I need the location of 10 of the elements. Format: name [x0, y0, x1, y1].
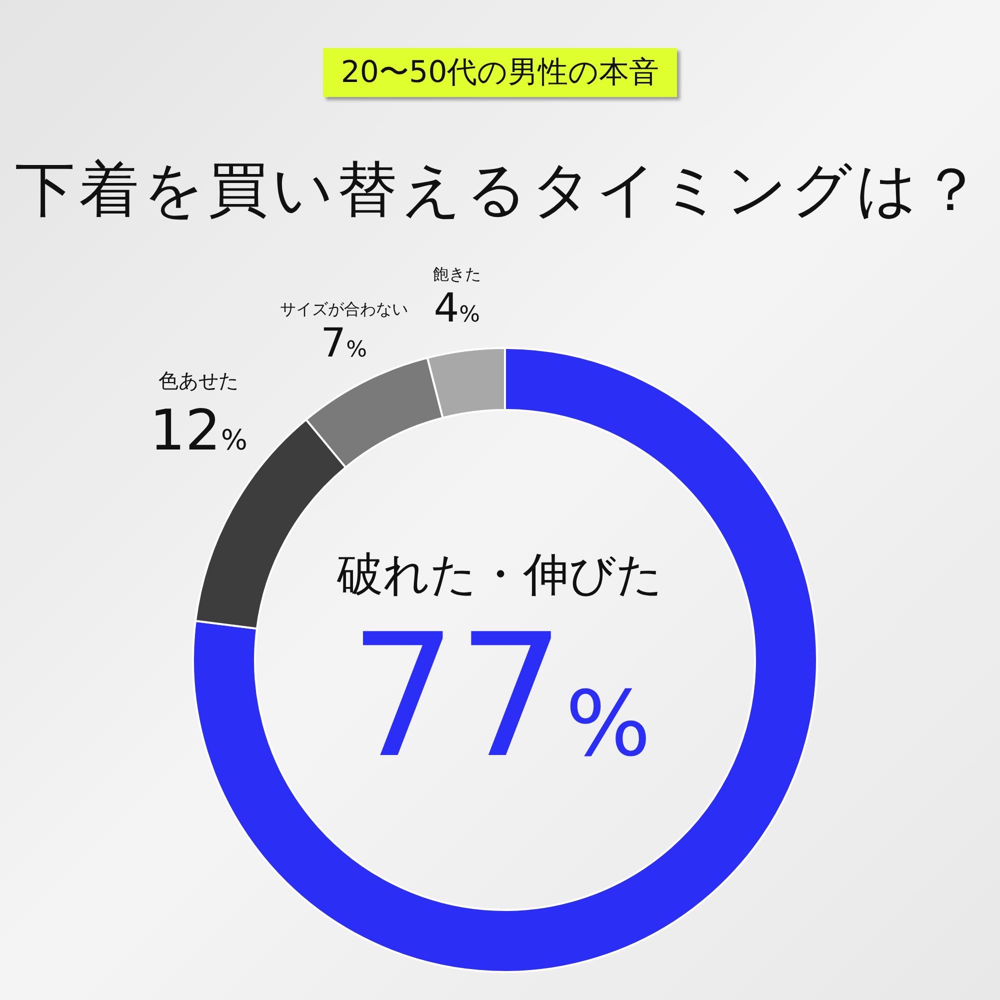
slice-label: 色あせた: [158, 368, 239, 392]
slice-label: 飽きた: [432, 264, 481, 284]
data-label: 4%: [434, 286, 480, 332]
data-label: 7%: [320, 320, 368, 366]
chart-title: 下着を買い替えるタイミングは？: [14, 154, 986, 227]
slice-label: サイズが合わない: [280, 299, 408, 318]
data-label: 12%: [150, 398, 248, 464]
slice-label: 破れた・伸びた: [336, 547, 663, 601]
chart-subtitle: 20〜50代の男性の本音: [322, 48, 678, 97]
data-label: 77%: [349, 598, 651, 796]
